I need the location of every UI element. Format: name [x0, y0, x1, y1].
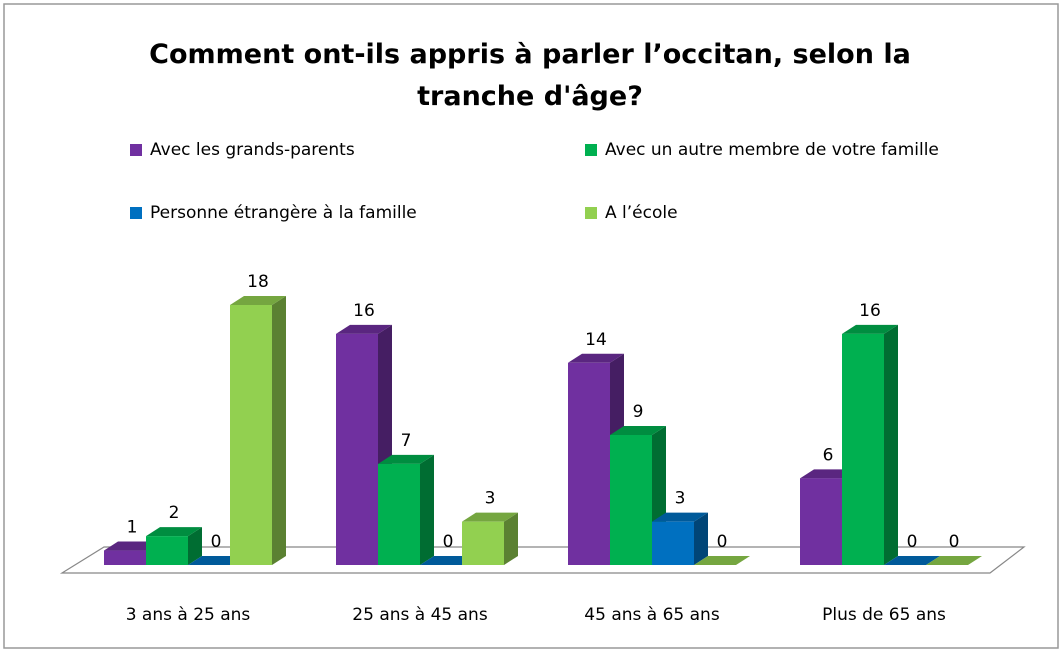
data-label: 0 [717, 532, 728, 552]
bar-top [568, 353, 624, 363]
legend-swatch [130, 207, 142, 219]
bar-top [146, 527, 202, 537]
bar-side [272, 296, 286, 565]
data-label: 0 [443, 532, 454, 552]
bar-top [462, 512, 518, 522]
data-label: 6 [823, 445, 834, 465]
legend-swatch [130, 144, 142, 156]
chart-title: Comment ont-ils appris à parler l’occita… [149, 39, 911, 112]
legend-label: Avec les grands-parents [150, 140, 355, 160]
bar-side [420, 454, 434, 565]
legend-swatch [585, 144, 597, 156]
bar [842, 324, 898, 565]
bar-top [378, 454, 434, 464]
x-tick-label: Plus de 65 ans [822, 605, 946, 625]
data-label: 0 [907, 532, 918, 552]
bar-front [104, 550, 146, 565]
data-label: 0 [949, 532, 960, 552]
floor [59, 546, 1026, 574]
x-tick-label: 45 ans à 65 ans [584, 605, 720, 625]
bar-top [926, 556, 982, 565]
data-label: 16 [859, 301, 881, 321]
data-label: 14 [585, 330, 607, 350]
data-label: 18 [247, 272, 269, 292]
bar [884, 556, 940, 565]
legend-label: Personne étrangère à la famille [150, 203, 417, 223]
data-label: 2 [169, 503, 180, 523]
bar-front [568, 362, 610, 565]
bar-top [230, 296, 286, 305]
bar-top [610, 426, 666, 435]
bar-top [652, 512, 708, 522]
bar-top [884, 556, 940, 565]
bar-top [694, 556, 750, 565]
data-label: 3 [485, 489, 496, 509]
bar [694, 556, 750, 565]
bar [378, 454, 434, 565]
bar [926, 556, 982, 565]
legend-label: Avec un autre membre de votre famille [605, 140, 939, 160]
legend-swatch [585, 207, 597, 219]
bar-side [694, 512, 708, 565]
bar-front [378, 463, 420, 565]
bar-front [842, 333, 884, 565]
x-tick-label: 3 ans à 25 ans [126, 605, 251, 625]
bar-side [504, 512, 518, 565]
bar-side [188, 527, 202, 565]
legend-label: A l’école [605, 203, 678, 223]
bar [652, 512, 708, 565]
data-label: 7 [401, 431, 412, 451]
data-label: 16 [353, 301, 375, 321]
bar-front [336, 333, 378, 565]
bar-side [884, 324, 898, 565]
data-label: 1 [127, 518, 138, 538]
bar-front [230, 305, 272, 565]
bar-front [652, 521, 694, 565]
bar-front [800, 478, 842, 565]
bar [146, 527, 202, 565]
bar [462, 512, 518, 565]
bar-top [842, 324, 898, 334]
x-tick-label: 25 ans à 45 ans [352, 605, 488, 625]
bar-front [462, 521, 504, 565]
data-label: 0 [211, 532, 222, 552]
bar-front [610, 435, 652, 565]
bar [230, 296, 286, 565]
bar-front [146, 536, 188, 565]
bar-top [336, 324, 392, 334]
data-label: 3 [675, 489, 686, 509]
data-label: 9 [633, 402, 644, 422]
